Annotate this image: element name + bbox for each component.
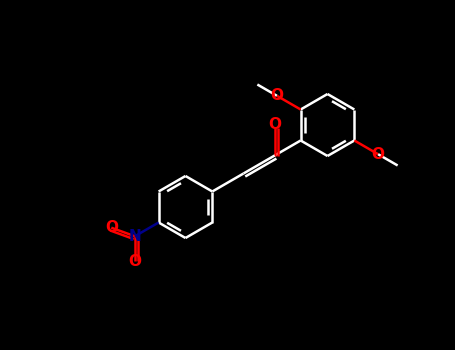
Text: O: O bbox=[270, 88, 283, 103]
Text: N: N bbox=[128, 229, 141, 244]
Text: O: O bbox=[105, 220, 118, 235]
Text: O: O bbox=[268, 117, 281, 132]
Text: O: O bbox=[128, 254, 142, 269]
Text: O: O bbox=[372, 147, 384, 162]
